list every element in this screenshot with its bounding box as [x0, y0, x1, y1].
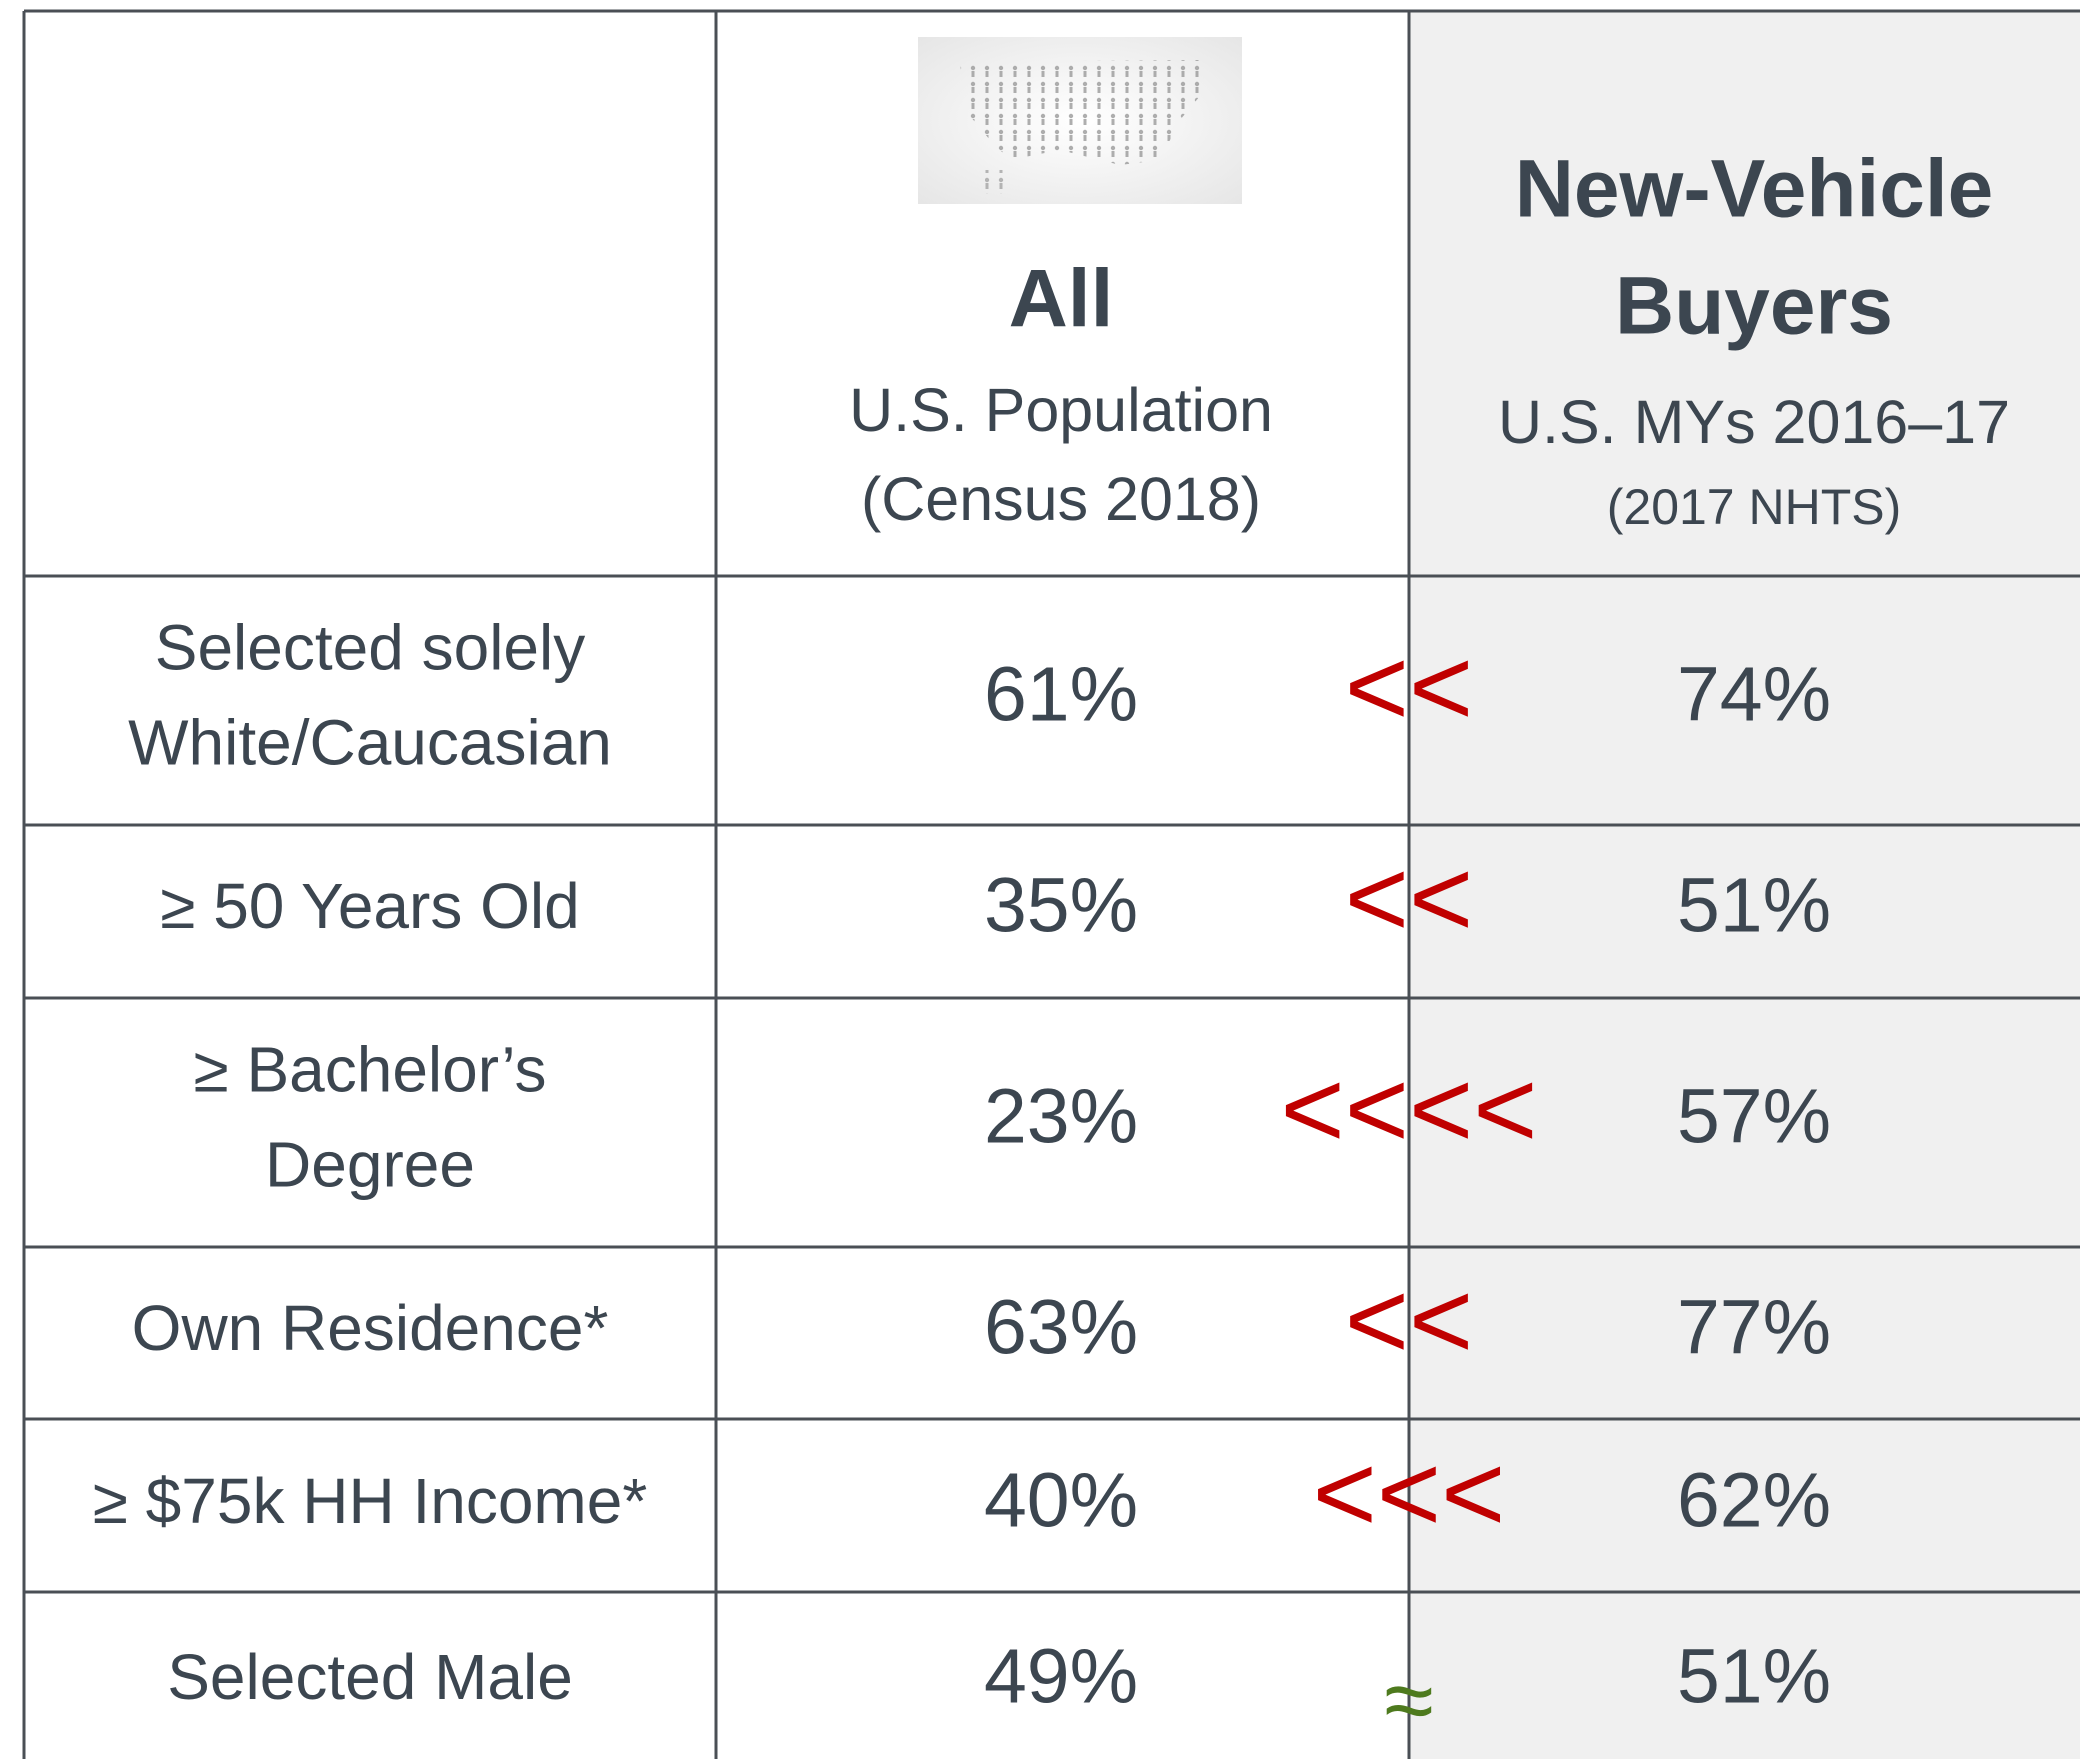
- cell-value: 23%: [984, 1073, 1138, 1159]
- header-title: Buyers: [1615, 261, 1893, 352]
- map-image: [918, 37, 1242, 204]
- row-label: Selected Male: [167, 1641, 573, 1713]
- cell-value: 62%: [1677, 1457, 1831, 1543]
- row-label: Selected solely: [155, 611, 585, 683]
- cell-value: 51%: [1677, 862, 1831, 948]
- cell-value: 63%: [984, 1284, 1138, 1370]
- row-label: ≥ Bachelor’s: [194, 1033, 547, 1105]
- cell-value: 74%: [1677, 651, 1831, 737]
- cell-value: 40%: [984, 1457, 1138, 1543]
- header-note: (2017 NHTS): [1607, 479, 1902, 535]
- header-title: All: [1009, 254, 1114, 345]
- cell-value: 57%: [1677, 1073, 1831, 1159]
- row-label: White/Caucasian: [128, 706, 612, 778]
- highlight-column: [1409, 11, 2080, 1759]
- comparison-symbol: <<: [1345, 837, 1473, 960]
- row-label: ≥ 50 Years Old: [160, 870, 579, 942]
- cell-value: 35%: [984, 862, 1138, 948]
- cell-value: 49%: [984, 1633, 1138, 1719]
- cell-value: 51%: [1677, 1633, 1831, 1719]
- header-note: (Census 2018): [861, 465, 1261, 533]
- comparison-symbol: ≈: [1384, 1651, 1433, 1751]
- comparison-symbol: <<<<: [1281, 1048, 1538, 1171]
- header-title: New-Vehicle: [1515, 144, 1994, 235]
- row-label: Own Residence*: [132, 1292, 609, 1364]
- comparison-symbol: <<: [1345, 626, 1473, 749]
- header-subtitle: U.S. MYs 2016–17: [1498, 388, 2010, 456]
- cell-value: 61%: [984, 651, 1138, 737]
- table-grid: [22, 9, 2080, 1759]
- cell-value: 77%: [1677, 1284, 1831, 1370]
- row-label: ≥ $75k HH Income*: [93, 1465, 647, 1537]
- comparison-symbol: <<: [1345, 1259, 1473, 1382]
- comparison-symbol: <<<: [1313, 1432, 1506, 1555]
- header-subtitle: U.S. Population: [849, 376, 1273, 444]
- row-label: Degree: [265, 1128, 475, 1200]
